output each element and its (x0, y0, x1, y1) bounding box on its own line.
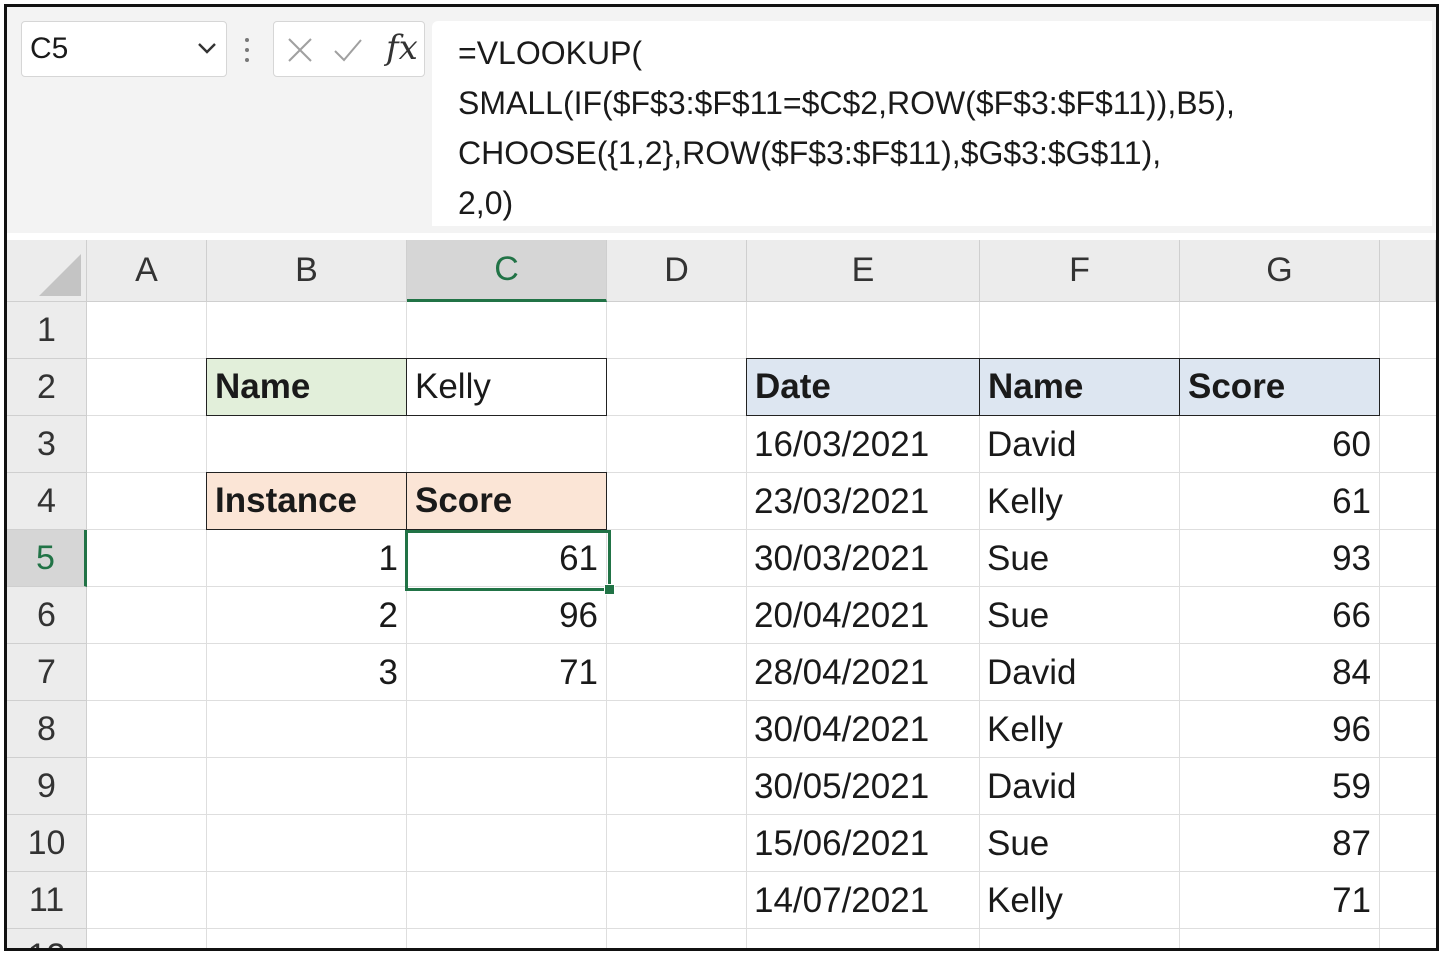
table-cell-name[interactable]: Sue (987, 538, 1050, 578)
table-header-score[interactable]: Score (1179, 358, 1380, 416)
table-cell-date[interactable]: 20/04/2021 (754, 595, 930, 635)
chevron-down-icon[interactable] (194, 35, 220, 61)
gridline (87, 529, 1436, 530)
check-icon[interactable] (332, 34, 364, 66)
row-header-1[interactable]: 1 (7, 302, 87, 359)
column-header-e[interactable]: E (747, 240, 980, 302)
table-cell-score[interactable]: 66 (1332, 595, 1371, 635)
formula-line: =VLOOKUP( (458, 35, 643, 71)
table-cell-score[interactable]: 84 (1332, 652, 1371, 692)
table-cell-date[interactable]: 30/04/2021 (754, 709, 930, 749)
table-cell-date[interactable]: 14/07/2021 (754, 880, 930, 920)
cell-c4-score-header[interactable]: Score (406, 472, 607, 530)
formula-line: 2,0) (458, 185, 514, 221)
formula-line: SMALL(IF($F$3:$F$11=$C$2,ROW($F$3:$F$11)… (458, 85, 1235, 121)
gridline (606, 302, 607, 948)
column-header-d[interactable]: D (607, 240, 747, 302)
table-cell-score[interactable]: 59 (1332, 766, 1371, 806)
table-cell-date[interactable]: 23/03/2021 (754, 481, 930, 521)
formula-bar: C5 fx =VLOOKUP( SMALL(IF($F$3:$F$11=$C$2… (7, 7, 1436, 233)
row-header-5[interactable]: 5 (7, 530, 87, 587)
gridline (979, 302, 980, 948)
table-header-name[interactable]: Name (979, 358, 1180, 416)
formula-line: CHOOSE({1,2},ROW($F$3:$F$11),$G$3:$G$11)… (458, 135, 1162, 171)
table-cell-name[interactable]: David (987, 652, 1077, 692)
column-header-b[interactable]: B (207, 240, 407, 302)
row-header-3[interactable]: 3 (7, 416, 87, 473)
row-header-7[interactable]: 7 (7, 644, 87, 701)
table-cell-score[interactable]: 60 (1332, 424, 1371, 464)
table-cell-date[interactable]: 30/03/2021 (754, 538, 930, 578)
row-header-9[interactable]: 9 (7, 758, 87, 815)
table-cell-name[interactable]: Sue (987, 823, 1050, 863)
gridline (87, 871, 1436, 872)
cell-b5-instance[interactable]: 1 (378, 538, 398, 578)
select-all-icon (39, 254, 81, 296)
column-header-g[interactable]: G (1180, 240, 1380, 302)
column-header-f[interactable]: F (980, 240, 1180, 302)
worksheet-grid[interactable]: A B C D E F G 1 2 3 4 5 6 7 8 9 10 11 12 (7, 240, 1436, 948)
row-header-4[interactable]: 4 (7, 473, 87, 530)
cell-b7-instance[interactable]: 3 (378, 652, 398, 692)
table-cell-score[interactable]: 71 (1332, 880, 1371, 920)
name-box-value: C5 (30, 32, 69, 65)
gridline (87, 757, 1436, 758)
row-header-2[interactable]: 2 (7, 359, 87, 416)
table-cell-name[interactable]: Kelly (987, 481, 1063, 521)
table-cell-score[interactable]: 87 (1332, 823, 1371, 863)
column-header-h[interactable] (1380, 240, 1436, 302)
gridline (87, 928, 1436, 929)
table-header-date[interactable]: Date (746, 358, 980, 416)
more-options-icon[interactable] (243, 35, 251, 65)
cell-c5-score[interactable]: 61 (559, 538, 598, 578)
table-cell-score[interactable]: 93 (1332, 538, 1371, 578)
table-cell-name[interactable]: David (987, 424, 1077, 464)
table-cell-name[interactable]: David (987, 766, 1077, 806)
cell-c7-score[interactable]: 71 (559, 652, 598, 692)
row-header-11[interactable]: 11 (7, 872, 87, 929)
table-cell-date[interactable]: 28/04/2021 (754, 652, 930, 692)
gridline (87, 814, 1436, 815)
gridline (87, 586, 1436, 587)
fill-handle[interactable] (604, 584, 615, 595)
excel-window: C5 fx =VLOOKUP( SMALL(IF($F$3:$F$11=$C$2… (4, 4, 1439, 951)
close-icon[interactable] (284, 34, 316, 66)
gridline (87, 472, 1436, 473)
gridline (87, 643, 1436, 644)
formula-input[interactable]: =VLOOKUP( SMALL(IF($F$3:$F$11=$C$2,ROW($… (432, 21, 1432, 226)
formula-buttons: fx (273, 21, 425, 77)
row-header-8[interactable]: 8 (7, 701, 87, 758)
gridline (1379, 302, 1380, 948)
gridline (206, 302, 207, 948)
column-header-a[interactable]: A (87, 240, 207, 302)
name-box[interactable]: C5 (21, 21, 227, 77)
table-cell-score[interactable]: 96 (1332, 709, 1371, 749)
table-cell-date[interactable]: 15/06/2021 (754, 823, 930, 863)
gridline (87, 700, 1436, 701)
cell-b4-instance-header[interactable]: Instance (206, 472, 407, 530)
row-header-10[interactable]: 10 (7, 815, 87, 872)
row-header-6[interactable]: 6 (7, 587, 87, 644)
row-header-12[interactable]: 12 (7, 929, 87, 948)
gridline (1179, 302, 1180, 948)
table-cell-name[interactable]: Sue (987, 595, 1050, 635)
active-cell-border (405, 530, 611, 591)
table-cell-name[interactable]: Kelly (987, 709, 1063, 749)
gridline (406, 302, 407, 948)
table-cell-name[interactable]: Kelly (987, 880, 1063, 920)
select-all-button[interactable] (7, 240, 87, 302)
cell-c6-score[interactable]: 96 (559, 595, 598, 635)
column-header-c[interactable]: C (407, 240, 607, 302)
table-cell-date[interactable]: 30/05/2021 (754, 766, 930, 806)
cell-b6-instance[interactable]: 2 (378, 595, 398, 635)
cell-c2-name-value[interactable]: Kelly (406, 358, 607, 416)
insert-function-button[interactable]: fx (386, 28, 418, 68)
cell-b2-name-label[interactable]: Name (206, 358, 407, 416)
table-cell-date[interactable]: 16/03/2021 (754, 424, 930, 464)
table-cell-score[interactable]: 61 (1332, 481, 1371, 521)
gridline (746, 302, 747, 948)
